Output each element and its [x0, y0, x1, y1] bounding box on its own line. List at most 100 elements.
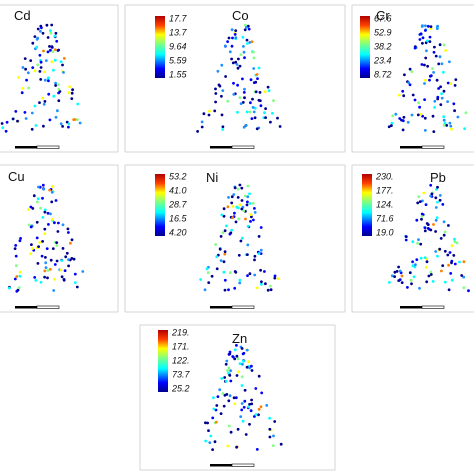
sample-dot [416, 241, 419, 245]
legend-label: 71.6 [376, 213, 394, 223]
legend-label: 67.6 [374, 13, 392, 23]
sample-dot [67, 125, 70, 129]
sample-dot [411, 93, 415, 97]
element-label: Ni [206, 170, 218, 185]
sample-dot [253, 116, 257, 120]
sample-dot [221, 231, 225, 235]
sample-dot [199, 278, 203, 281]
sample-dot [230, 228, 234, 232]
scale-bar [210, 464, 232, 467]
sample-dot [200, 120, 204, 124]
sample-dot [245, 110, 249, 114]
sample-dot [27, 208, 30, 212]
sample-dot [243, 28, 247, 32]
sample-dot [233, 33, 237, 36]
sample-dot [423, 82, 426, 85]
legend-label: 25.2 [171, 383, 190, 393]
sample-dot [257, 235, 261, 238]
sample-dot [250, 364, 253, 368]
sample-dot [401, 128, 405, 132]
sample-dot [15, 264, 18, 268]
sample-dot [55, 244, 59, 247]
sample-dot [33, 35, 37, 38]
sample-dot [260, 280, 263, 284]
sample-dot [55, 241, 59, 245]
legend-label: 177. [376, 185, 394, 195]
sample-dot [420, 25, 424, 28]
sample-dot [226, 205, 230, 209]
sample-dot [229, 379, 233, 383]
sample-dot [415, 218, 419, 222]
sample-dot [428, 78, 431, 82]
sample-dot [42, 187, 46, 191]
sample-dot [420, 217, 423, 221]
sample-dot [70, 257, 74, 260]
sample-dot [200, 125, 204, 129]
legend-label: 1.55 [169, 69, 188, 79]
sample-dot [245, 38, 249, 42]
sample-dot [65, 251, 69, 255]
sample-dot [49, 48, 52, 52]
sample-dot [40, 254, 44, 258]
sample-dot [207, 281, 211, 284]
sample-dot [440, 92, 443, 96]
sample-dot [250, 117, 254, 120]
legend-label: 16.5 [169, 213, 188, 223]
sample-dot [397, 265, 400, 269]
sample-dot [47, 79, 50, 83]
sample-dot [256, 77, 259, 80]
sample-dot [235, 374, 239, 377]
sample-dot [246, 184, 250, 188]
sample-dot [432, 223, 435, 226]
sample-dot [245, 365, 249, 369]
sample-dot [419, 32, 423, 36]
sample-dot [234, 36, 238, 40]
sample-dot [234, 60, 238, 64]
sample-dot [452, 254, 456, 257]
sample-dot [45, 247, 49, 251]
sample-dot [249, 220, 252, 223]
sample-dot [48, 267, 52, 271]
sample-dot [222, 214, 226, 218]
sample-dot [242, 405, 246, 409]
sample-dot [236, 196, 240, 199]
sample-dot [257, 66, 261, 70]
sample-dot [432, 71, 435, 74]
sample-dot [443, 249, 447, 253]
sample-dot [253, 415, 256, 418]
sample-dot [207, 429, 210, 432]
scale-bar [421, 305, 445, 309]
sample-dot [434, 250, 438, 253]
element-label: Pb [430, 170, 446, 185]
sample-dot [229, 430, 233, 434]
sample-dot [395, 270, 399, 273]
sample-dot [431, 114, 435, 118]
map-frame [124, 164, 346, 313]
sample-dot [31, 207, 35, 210]
sample-dot [207, 113, 211, 117]
sample-dot [228, 350, 232, 354]
sample-dot [430, 192, 434, 196]
sample-dot [248, 110, 252, 114]
sample-dot [424, 203, 428, 207]
sample-dot [226, 444, 230, 448]
sample-dot [239, 53, 243, 56]
sample-dot [220, 377, 224, 380]
sample-dot [223, 252, 227, 256]
sample-dot [59, 60, 63, 64]
sample-dot [7, 286, 11, 290]
sample-dot [56, 109, 59, 113]
sample-dot [229, 369, 233, 373]
sample-dot [450, 127, 453, 131]
sample-dot [222, 260, 226, 264]
sample-dot [253, 273, 257, 277]
sample-dot [269, 284, 272, 288]
sample-dot [402, 115, 406, 119]
sample-dot [240, 402, 244, 405]
sample-dot [428, 35, 432, 39]
sample-dot [436, 254, 439, 258]
sample-dot [251, 97, 254, 101]
sample-dot [204, 421, 207, 425]
sample-dot [420, 63, 424, 66]
